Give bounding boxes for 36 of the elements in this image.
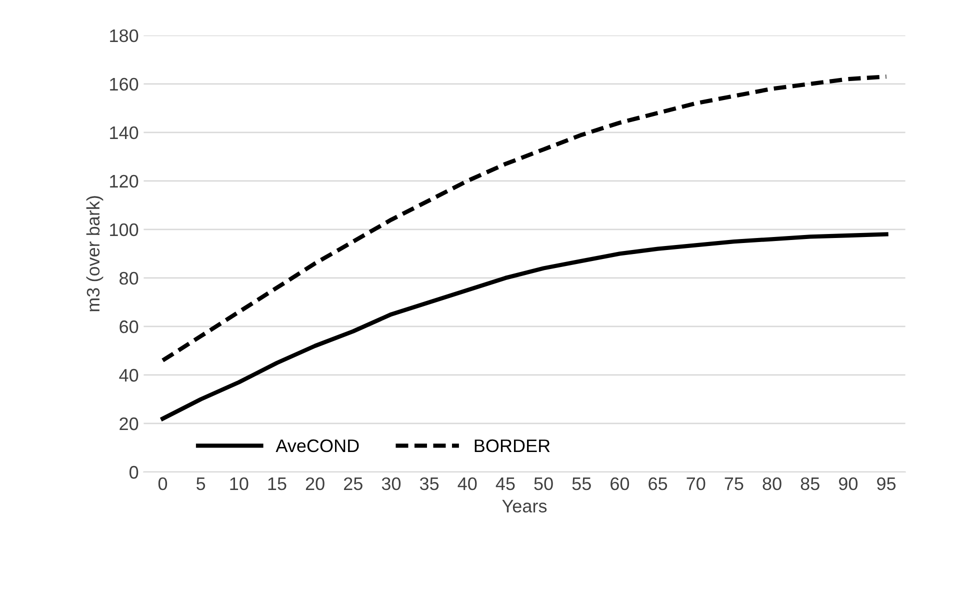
- y-tick-label: 0: [130, 466, 138, 479]
- x-tick-label: 45: [496, 478, 515, 490]
- x-tick-label: 5: [196, 478, 206, 490]
- y-tick-label: 100: [110, 223, 138, 236]
- x-tick-label: 15: [268, 478, 286, 490]
- x-tick-label: 40: [458, 477, 477, 490]
- x-tick-label: 65: [648, 477, 668, 490]
- y-tick-label: 180: [110, 29, 138, 42]
- x-tick-label: 0: [158, 477, 168, 490]
- y-axis-title: m3 (over bark): [86, 196, 104, 312]
- x-tick-label: 95: [877, 477, 896, 490]
- x-tick-label: 60: [610, 477, 630, 490]
- x-tick-label: 55: [572, 478, 591, 490]
- legend-label: AveCOND: [276, 439, 359, 452]
- x-tick-label: 75: [724, 478, 744, 490]
- x-axis-title: Years: [502, 500, 547, 513]
- x-tick-label: 10: [230, 477, 248, 490]
- x-tick-label: 30: [382, 477, 401, 490]
- line-series: [160, 74, 888, 363]
- x-tick-label: 85: [800, 477, 820, 490]
- y-tick-label: 80: [120, 272, 138, 285]
- line-series: [160, 232, 888, 421]
- y-tick-label: 140: [110, 126, 138, 140]
- x-tick-label: 90: [838, 477, 858, 490]
- y-tick-label: 20: [120, 417, 138, 430]
- x-tick-label: 35: [420, 477, 439, 490]
- x-tick-label: 70: [686, 477, 706, 490]
- legend-label: BORDER: [474, 439, 550, 452]
- x-tick-label: 50: [534, 477, 553, 490]
- x-tick-label: 25: [344, 477, 362, 490]
- x-tick-label: 20: [306, 477, 324, 490]
- x-tick-label: 80: [762, 477, 782, 490]
- y-tick-label: 60: [120, 320, 138, 334]
- y-tick-label: 120: [110, 174, 138, 188]
- y-tick-label: 160: [110, 78, 138, 91]
- y-tick-label: 40: [119, 368, 138, 382]
